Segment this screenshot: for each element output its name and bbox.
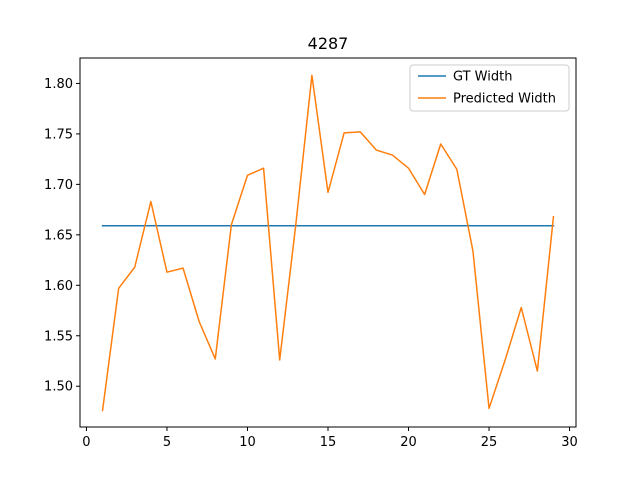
y-axis-ticks: 1.50 1.55 1.60 1.65 1.70 1.75 1.80: [44, 77, 80, 395]
x-tick-label: 15: [320, 435, 337, 450]
legend-label-2: Predicted Width: [453, 92, 556, 107]
legend-box: [409, 64, 570, 112]
plot-area-frame: [79, 57, 577, 428]
chart-title: 4287: [308, 34, 349, 53]
y-tick-label: 1.60: [44, 279, 73, 294]
legend: GT Width Predicted Width: [409, 64, 570, 112]
y-tick-label: 1.75: [44, 127, 73, 142]
y-tick-label: 1.80: [44, 77, 73, 92]
x-tick-label: 30: [561, 435, 578, 450]
series-line-2: [101, 74, 555, 412]
series-layer: [101, 74, 555, 412]
y-tick-label: 1.70: [44, 178, 73, 193]
legend-items: GT Width Predicted Width: [418, 70, 556, 107]
x-tick-label: 25: [481, 435, 498, 450]
x-tick-label: 5: [163, 435, 171, 450]
y-tick-label: 1.50: [44, 380, 73, 395]
x-tick-label: 10: [239, 435, 256, 450]
y-tick-label: 1.65: [44, 228, 73, 243]
legend-label-1: GT Width: [453, 70, 512, 85]
x-tick-label: 0: [82, 435, 90, 450]
y-tick-label: 1.55: [44, 329, 73, 344]
x-axis-ticks: 0 5 10 15 20 25 30: [82, 427, 578, 450]
x-tick-label: 20: [400, 435, 417, 450]
